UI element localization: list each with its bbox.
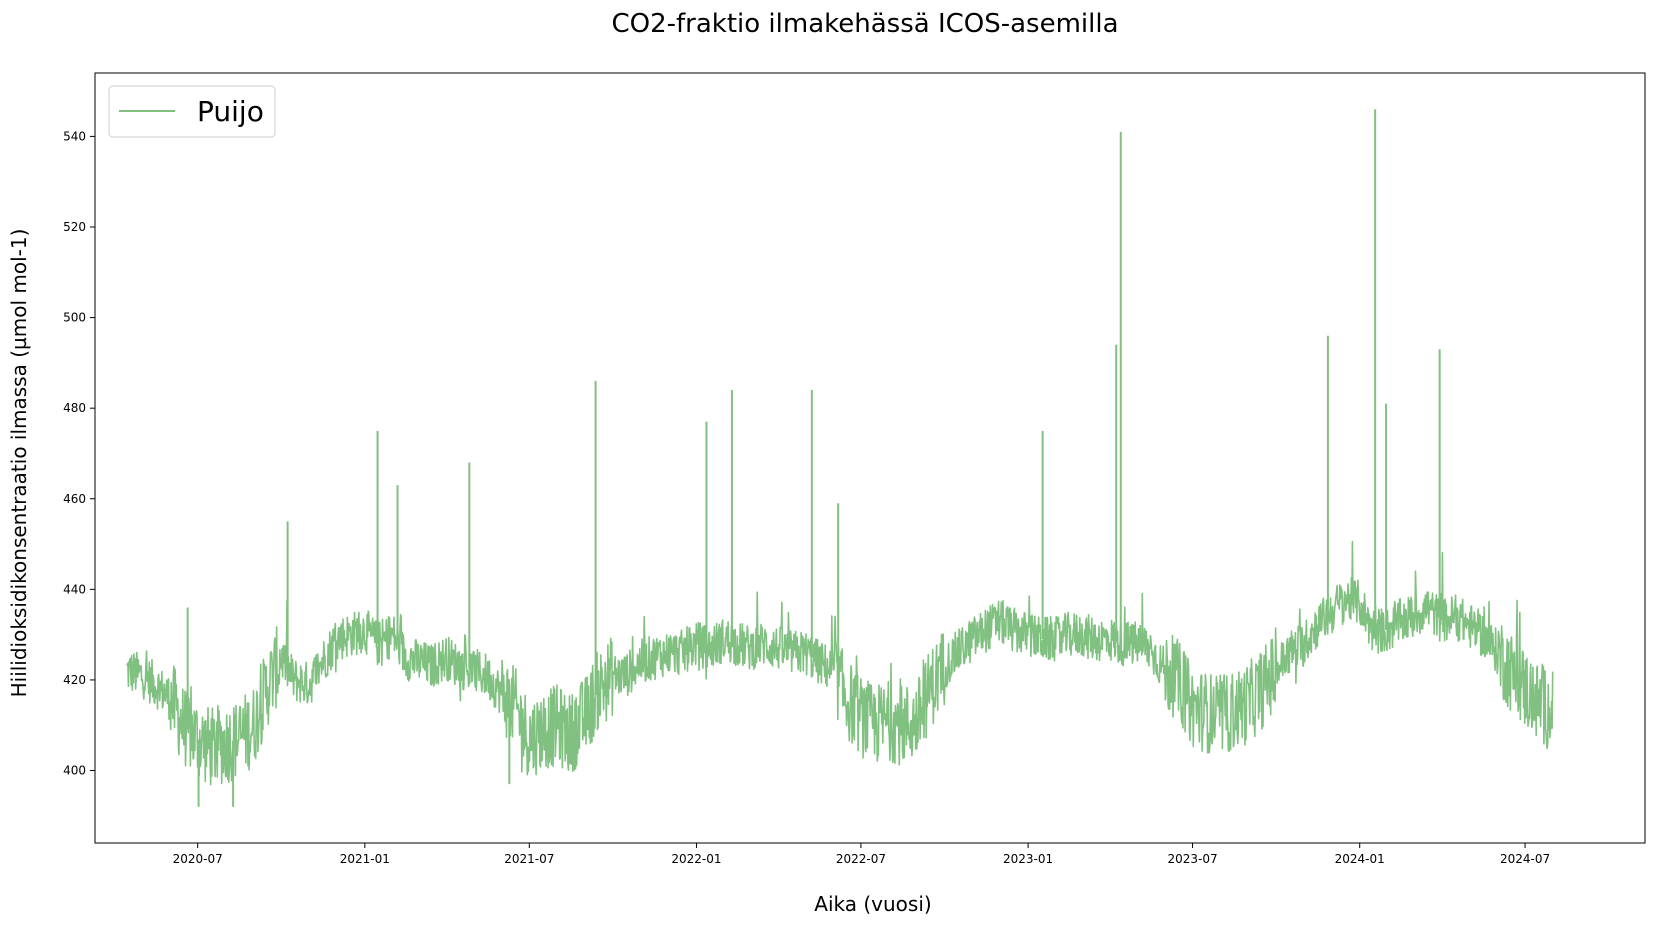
legend: Puijo [108, 85, 276, 138]
x-axis: 2020-07 2021-01 2021-07 2022-01 2022-07 2023-… [173, 843, 1550, 866]
chart-title: CO2-fraktio ilmakehässä ICOS-asemilla [611, 9, 1118, 39]
x-tick-label: 2021-07 [504, 852, 554, 866]
y-tick-label: 500 [63, 311, 86, 325]
x-tick-label: 2023-01 [1003, 852, 1053, 866]
x-tick-label: 2024-07 [1500, 852, 1550, 866]
x-tick-label: 2021-01 [340, 852, 390, 866]
y-tick-label: 540 [63, 129, 86, 143]
x-tick-label: 2023-07 [1167, 852, 1217, 866]
y-tick-label: 480 [63, 401, 86, 415]
x-tick-label: 2020-07 [173, 852, 223, 866]
y-tick-label: 520 [63, 220, 86, 234]
series-layer [126, 109, 1554, 807]
y-tick-label: 440 [63, 582, 86, 596]
x-tick-label: 2024-01 [1335, 852, 1385, 866]
x-tick-label: 2022-01 [671, 852, 721, 866]
x-tick-label: 2022-07 [836, 852, 886, 866]
y-tick-label: 460 [63, 492, 86, 506]
legend-box [108, 85, 276, 138]
y-tick-label: 400 [63, 764, 86, 778]
y-tick-label: 420 [63, 673, 86, 687]
series-line-puijo [126, 540, 1554, 786]
y-axis-title: Hiilidioksidikonsentraatio ilmassa (µmol… [7, 229, 31, 698]
plot-frame [94, 72, 1646, 844]
y-axis: 400 420 440 460 480 500 520 540 [63, 129, 95, 778]
x-axis-title: Aika (vuosi) [814, 892, 931, 916]
legend-label: Puijo [197, 95, 264, 128]
